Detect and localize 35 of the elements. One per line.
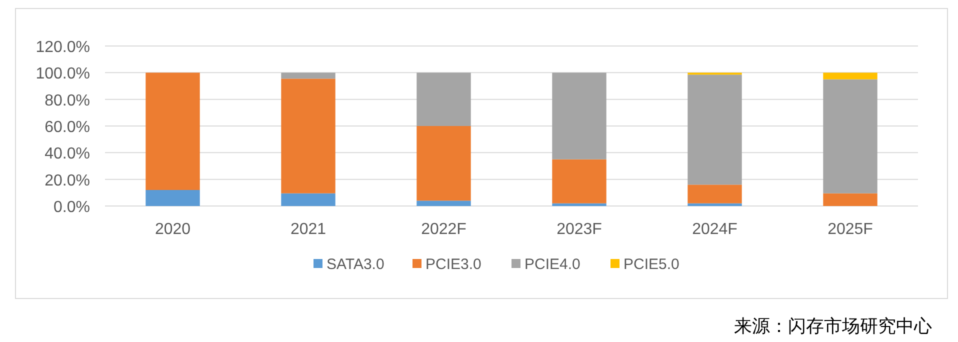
- x-tick-label: 2023F: [556, 221, 602, 238]
- bar: [552, 159, 606, 204]
- y-tick-label: 20.0%: [44, 172, 90, 190]
- y-tick-label: 60.0%: [44, 119, 90, 136]
- bar: [416, 126, 471, 201]
- x-tick-label: 2022F: [421, 221, 467, 238]
- legend-label: PCIE5.0: [624, 256, 680, 273]
- bar: [552, 203, 606, 206]
- x-tick-label: 2025F: [828, 221, 874, 238]
- bar: [281, 193, 336, 206]
- y-tick-label: 40.0%: [44, 146, 90, 163]
- bar: [823, 79, 878, 194]
- source-note: 来源：闪存市场研究中心: [734, 316, 932, 336]
- y-tick-label: 120.0%: [36, 39, 90, 56]
- bar: [688, 203, 742, 206]
- x-tick-label: 2021: [290, 221, 326, 238]
- x-tick-label: 2020: [154, 221, 191, 238]
- bar: [146, 190, 200, 206]
- legend-label: SATA3.0: [326, 256, 384, 273]
- legend-label: PCIE3.0: [426, 256, 482, 273]
- bar: [823, 193, 878, 206]
- y-tick-label: 100.0%: [36, 66, 90, 83]
- bar: [823, 72, 878, 80]
- bar: [416, 200, 471, 206]
- bar: [416, 72, 471, 126]
- bar: [688, 184, 742, 204]
- x-tick-label: 2024F: [692, 221, 738, 238]
- bar: [146, 72, 200, 190]
- bar: [281, 72, 336, 79]
- bar: [688, 74, 742, 185]
- legend-label: PCIE4.0: [524, 256, 580, 273]
- bar: [281, 78, 336, 194]
- y-tick-label: 0.0%: [54, 199, 90, 216]
- bar: [552, 72, 606, 160]
- y-tick-label: 80.0%: [44, 92, 90, 110]
